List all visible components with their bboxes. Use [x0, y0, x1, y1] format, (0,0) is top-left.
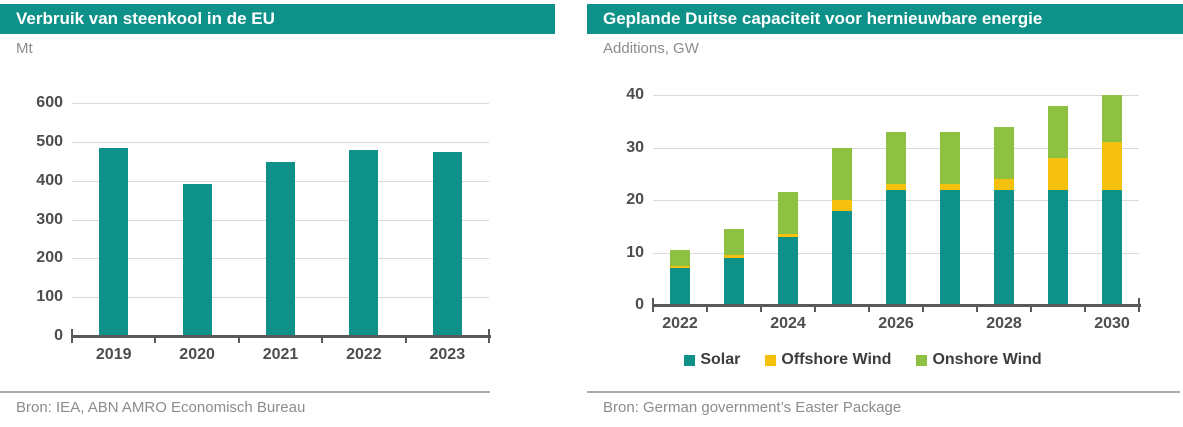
legend-label: Offshore Wind	[781, 351, 892, 368]
coal-chart-panel: Verbruik van steenkool in de EU Mt 0 100 2…	[0, 0, 555, 427]
legend-label: Onshore Wind	[932, 351, 1042, 368]
bar-segment-solar-2030	[1102, 189, 1122, 305]
bar-2019	[99, 148, 129, 336]
bar-segment-solar-2022	[670, 268, 690, 305]
gridline	[653, 95, 1139, 96]
y-tick-label: 300	[36, 210, 63, 228]
bar-segment-offshore-wind-2025	[832, 200, 852, 211]
bar-segment-solar-2029	[1048, 189, 1068, 305]
y-tick-label: 40	[626, 86, 644, 103]
bar-segment-solar-2028	[994, 189, 1014, 305]
bar-2020	[182, 184, 212, 336]
x-tick-label: 2028	[986, 315, 1022, 332]
bar-segment-onshore-wind-2027	[940, 131, 960, 185]
y-tick-label: 500	[36, 132, 63, 150]
bar-segment-offshore-wind-2029	[1048, 158, 1068, 190]
bar-segment-onshore-wind-2023	[724, 228, 744, 256]
y-tick-label: 0	[635, 296, 644, 313]
gridline	[72, 103, 489, 104]
y-tick-label: 100	[36, 288, 63, 306]
coal-chart-title-bar: Verbruik van steenkool in de EU	[0, 4, 555, 34]
x-axis-tick	[922, 306, 924, 312]
bar-segment-onshore-wind-2030	[1102, 95, 1122, 143]
bar-segment-offshore-wind-2027	[940, 184, 960, 190]
x-axis-tick	[868, 306, 870, 312]
legend-item-solar: Solar	[684, 351, 740, 369]
bar-segment-onshore-wind-2029	[1048, 105, 1068, 158]
y-tick-label: 20	[626, 191, 644, 208]
bar-segment-offshore-wind-2030	[1102, 142, 1122, 190]
bar-segment-offshore-wind-2023	[724, 255, 744, 258]
bar-segment-onshore-wind-2026	[886, 131, 906, 185]
x-tick-label: 2021	[262, 346, 299, 363]
renewables-source-text: Bron: German government’s Easter Package	[603, 399, 902, 416]
y-tick-label: 30	[626, 138, 644, 156]
x-axis-tick	[154, 337, 157, 343]
x-axis-tick	[488, 329, 490, 343]
bar-2021	[266, 162, 295, 336]
renewables-source-divider	[587, 391, 1180, 393]
x-tick-label: 2024	[770, 315, 806, 332]
x-axis-tick	[976, 306, 978, 312]
x-axis-tick	[1030, 306, 1032, 312]
bar-segment-onshore-wind-2028	[994, 126, 1014, 179]
offshore-wind-legend-swatch	[765, 354, 777, 366]
y-tick-label: 600	[36, 94, 63, 111]
x-axis-tick	[652, 298, 654, 312]
coal-chart-unit-label: Mt	[16, 40, 33, 57]
coal-source-divider	[0, 391, 490, 393]
x-tick-label: 2022	[346, 346, 382, 363]
x-axis-tick	[321, 337, 324, 343]
x-tick-label: 2019	[95, 346, 132, 363]
renewables-chart-title: Geplande Duitse capaciteit voor hernieuw…	[603, 9, 1043, 28]
y-tick-label: 200	[36, 249, 63, 267]
legend-item-onshore-wind: Onshore Wind	[916, 351, 1042, 369]
bar-segment-offshore-wind-2022	[670, 265, 690, 269]
gridline	[72, 141, 489, 143]
renewables-chart-panel: Geplande Duitse capaciteit voor hernieuw…	[587, 0, 1183, 427]
chart-legend: Solar Offshore Wind Onshore Wind	[587, 351, 1139, 369]
x-axis-line	[653, 304, 1141, 307]
bar-segment-offshore-wind-2026	[886, 184, 906, 190]
y-tick-label: 0	[54, 327, 63, 344]
legend-label: Solar	[700, 351, 741, 368]
x-axis-tick	[1138, 298, 1140, 312]
x-tick-label: 2020	[179, 346, 215, 363]
x-tick-label: 2023	[429, 346, 466, 363]
renewables-stacked-bar-chart: 0 10 20 30 40 2022 2024 2026 2028 2030 Solar Offsho…	[587, 0, 1183, 427]
bar-segment-solar-2027	[940, 189, 960, 305]
bar-segment-onshore-wind-2024	[778, 192, 798, 235]
bar-segment-solar-2024	[778, 236, 798, 305]
x-axis-tick	[706, 306, 708, 312]
bar-segment-solar-2026	[886, 189, 906, 305]
x-axis-tick	[760, 306, 762, 312]
bar-2022	[349, 150, 379, 336]
solar-legend-swatch	[684, 354, 696, 366]
coal-source-text: Bron: IEA, ABN AMRO Economisch Bureau	[16, 399, 306, 416]
x-axis-tick	[71, 329, 73, 343]
x-axis-tick	[237, 337, 240, 343]
x-tick-label: 2026	[878, 315, 914, 332]
bar-segment-solar-2023	[724, 257, 744, 305]
x-axis-line	[72, 335, 491, 338]
coal-bar-chart: 0 100 200 300 400 500 600 2019 2020 2021 2022 2023	[0, 0, 555, 427]
x-axis-tick	[814, 306, 816, 312]
onshore-wind-legend-swatch	[916, 354, 928, 366]
renewables-chart-title-bar: Geplande Duitse capaciteit voor hernieuw…	[587, 4, 1183, 34]
x-axis-tick	[404, 337, 407, 343]
bar-segment-solar-2025	[832, 210, 852, 305]
bar-segment-offshore-wind-2024	[778, 234, 798, 237]
y-tick-label: 10	[626, 243, 644, 261]
bar-segment-offshore-wind-2028	[994, 179, 1014, 190]
bar-segment-onshore-wind-2022	[670, 249, 690, 266]
x-tick-label: 2022	[662, 315, 698, 332]
renewables-chart-unit-label: Additions, GW	[603, 40, 699, 57]
bar-segment-onshore-wind-2025	[832, 147, 852, 200]
legend-item-offshore-wind: Offshore Wind	[765, 351, 891, 369]
bar-2023	[432, 152, 462, 336]
y-tick-label: 400	[36, 171, 63, 189]
coal-chart-title: Verbruik van steenkool in de EU	[16, 9, 275, 28]
x-tick-label: 2030	[1094, 315, 1130, 332]
x-axis-tick	[1084, 306, 1086, 312]
